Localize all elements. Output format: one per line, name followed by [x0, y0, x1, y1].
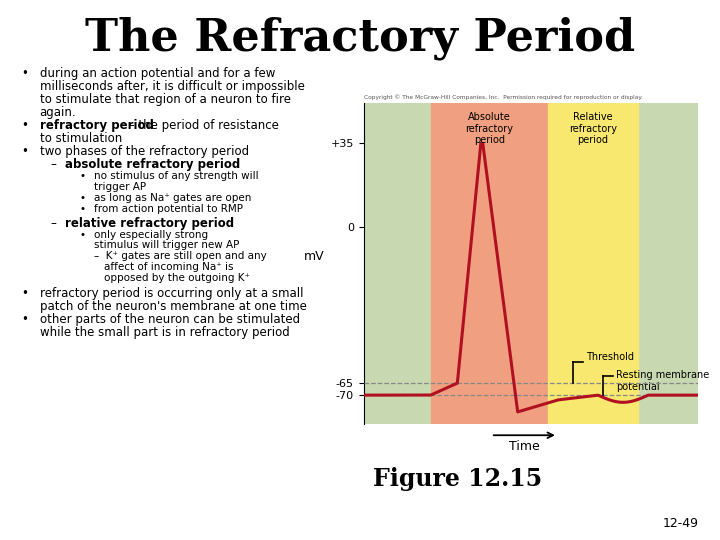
Text: •: •: [22, 119, 29, 132]
Text: milliseconds after, it is difficult or impossible: milliseconds after, it is difficult or i…: [40, 80, 305, 93]
Text: affect of incoming Na⁺ is: affect of incoming Na⁺ is: [104, 262, 234, 272]
Text: to stimulate that region of a neuron to fire: to stimulate that region of a neuron to …: [40, 93, 291, 106]
Text: trigger AP: trigger AP: [94, 182, 145, 192]
Text: –: –: [50, 217, 56, 230]
Bar: [431, 103, 548, 424]
Y-axis label: mV: mV: [304, 250, 324, 263]
Text: •: •: [79, 230, 85, 240]
Text: other parts of the neuron can be stimulated: other parts of the neuron can be stimula…: [40, 313, 300, 326]
Text: •: •: [79, 171, 85, 181]
Text: •: •: [22, 68, 29, 80]
Text: during an action potential and for a few: during an action potential and for a few: [40, 68, 275, 80]
Text: Time: Time: [509, 440, 540, 453]
Text: to stimulation: to stimulation: [40, 132, 122, 145]
Text: as long as Na⁺ gates are open: as long as Na⁺ gates are open: [94, 193, 251, 203]
Text: •: •: [22, 287, 29, 300]
Text: –  K⁺ gates are still open and any: – K⁺ gates are still open and any: [94, 251, 266, 261]
Text: 12-49: 12-49: [662, 517, 698, 530]
Bar: [548, 103, 638, 424]
Text: opposed by the outgoing K⁺: opposed by the outgoing K⁺: [104, 273, 251, 283]
Text: only especially strong: only especially strong: [94, 230, 208, 240]
Text: The Refractory Period: The Refractory Period: [85, 16, 635, 60]
Text: – the period of resistance: – the period of resistance: [125, 119, 279, 132]
Text: from action potential to RMP: from action potential to RMP: [94, 204, 243, 214]
Text: Absolute
refractory
period: Absolute refractory period: [465, 112, 513, 145]
Text: Relative
refractory
period: Relative refractory period: [569, 112, 617, 145]
Text: Threshold: Threshold: [586, 352, 634, 362]
Text: patch of the neuron's membrane at one time: patch of the neuron's membrane at one ti…: [40, 300, 307, 313]
Text: absolute refractory period: absolute refractory period: [65, 158, 240, 171]
Text: Figure 12.15: Figure 12.15: [373, 467, 541, 491]
Text: again.: again.: [40, 106, 76, 119]
Text: Copyright © The McGraw-Hill Companies, Inc.  Permission required for reproductio: Copyright © The McGraw-Hill Companies, I…: [364, 94, 642, 100]
Text: •: •: [22, 145, 29, 158]
Text: relative refractory period: relative refractory period: [65, 217, 234, 230]
Text: while the small part is in refractory period: while the small part is in refractory pe…: [40, 326, 289, 339]
Text: •: •: [79, 193, 85, 203]
Text: Resting membrane
potential: Resting membrane potential: [616, 370, 710, 392]
Text: stimulus will trigger new AP: stimulus will trigger new AP: [94, 240, 239, 251]
Text: two phases of the refractory period: two phases of the refractory period: [40, 145, 248, 158]
Text: refractory period: refractory period: [40, 119, 153, 132]
Text: –: –: [50, 158, 56, 171]
Text: refractory period is occurring only at a small: refractory period is occurring only at a…: [40, 287, 303, 300]
Text: •: •: [79, 204, 85, 214]
Text: no stimulus of any strength will: no stimulus of any strength will: [94, 171, 258, 181]
Text: •: •: [22, 313, 29, 326]
